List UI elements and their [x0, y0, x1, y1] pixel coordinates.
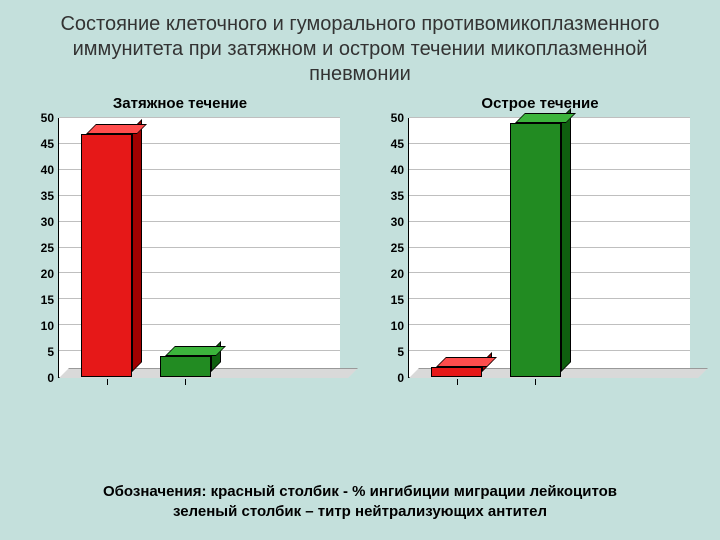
gridline — [59, 117, 340, 118]
x-tick — [185, 379, 186, 385]
y-tick-label: 40 — [391, 164, 404, 176]
bar-top — [436, 357, 497, 367]
legend-line-1: Обозначения: красный столбик - % ингибиц… — [20, 482, 700, 502]
x-tick — [107, 379, 108, 385]
bar-top — [515, 113, 576, 123]
y-tick-label: 0 — [47, 372, 54, 384]
y-tick-label: 5 — [47, 346, 54, 358]
y-tick-label: 25 — [391, 242, 404, 254]
left-y-axis: 05101520253035404550 — [30, 118, 58, 378]
bar-top — [86, 124, 147, 134]
legend: Обозначения: красный столбик - % ингибиц… — [20, 482, 700, 531]
y-tick-label: 20 — [391, 268, 404, 280]
y-tick-label: 35 — [391, 190, 404, 202]
bar — [81, 134, 132, 377]
bar — [510, 123, 561, 377]
x-tick — [535, 379, 536, 385]
bar-top — [165, 346, 226, 356]
left-chart: 05101520253035404550 — [30, 118, 340, 378]
y-tick-label: 40 — [41, 164, 54, 176]
bar-front — [431, 367, 482, 377]
bar — [431, 367, 482, 377]
y-tick-label: 20 — [41, 268, 54, 280]
y-tick-label: 45 — [391, 138, 404, 150]
y-tick-label: 30 — [391, 216, 404, 228]
legend-line-2: зеленый столбик – титр нейтрализующих ан… — [20, 502, 700, 522]
y-tick-label: 30 — [41, 216, 54, 228]
subtitles-row: Затяжное течение Острое течение — [20, 95, 700, 112]
y-tick-label: 10 — [391, 320, 404, 332]
right-y-axis: 05101520253035404550 — [380, 118, 408, 378]
bar-side — [132, 119, 142, 372]
y-tick-label: 0 — [397, 372, 404, 384]
slide-title: Состояние клеточного и гуморального прот… — [20, 12, 700, 87]
bar-front — [81, 134, 132, 377]
right-chart-subtitle: Острое течение — [360, 95, 680, 112]
y-tick-label: 15 — [41, 294, 54, 306]
y-tick-label: 10 — [41, 320, 54, 332]
y-tick-label: 50 — [41, 112, 54, 124]
y-tick-label: 5 — [397, 346, 404, 358]
bar-front — [160, 356, 211, 377]
left-chart-subtitle: Затяжное течение — [40, 95, 360, 112]
y-tick-label: 45 — [41, 138, 54, 150]
bar-side — [561, 108, 571, 372]
x-tick — [457, 379, 458, 385]
y-tick-label: 50 — [391, 112, 404, 124]
right-plot-area — [408, 118, 690, 378]
left-plot-area — [58, 118, 340, 378]
bar-front — [510, 123, 561, 377]
bar — [160, 356, 211, 377]
charts-row: 05101520253035404550 0510152025303540455… — [20, 118, 700, 378]
right-chart: 05101520253035404550 — [380, 118, 690, 378]
y-tick-label: 25 — [41, 242, 54, 254]
slide: Состояние клеточного и гуморального прот… — [0, 0, 720, 540]
y-tick-label: 35 — [41, 190, 54, 202]
y-tick-label: 15 — [391, 294, 404, 306]
